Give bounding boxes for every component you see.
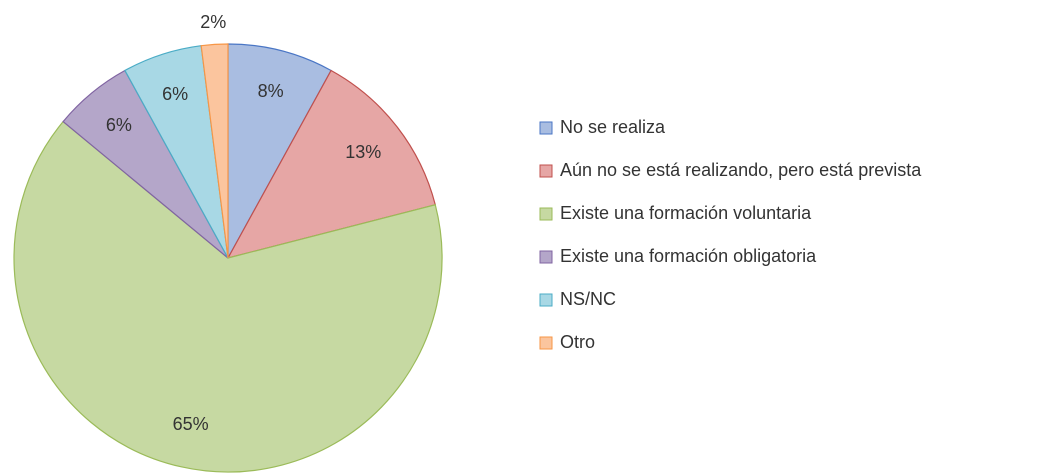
data-label: 65% — [173, 414, 209, 434]
data-label: 6% — [106, 115, 132, 135]
legend-swatch — [539, 207, 553, 221]
legend-swatch — [539, 164, 553, 178]
data-label: 6% — [162, 84, 188, 104]
data-label: 8% — [258, 81, 284, 101]
pie-slice — [200, 43, 229, 259]
pie-slice — [226, 69, 437, 259]
legend-label: Existe una formación obligatoria — [560, 246, 817, 266]
pie-slice — [227, 43, 332, 259]
pie-slice — [13, 120, 443, 473]
legend-label: NS/NC — [560, 289, 616, 309]
legend-swatch — [539, 336, 553, 350]
legend-swatch — [539, 293, 553, 307]
data-label: 2% — [200, 12, 226, 32]
data-label: 13% — [345, 142, 381, 162]
legend-label: Aún no se está realizando, pero está pre… — [560, 160, 922, 180]
legend-swatch — [539, 121, 553, 135]
legend-swatch — [539, 250, 553, 264]
legend-label: Existe una formación voluntaria — [560, 203, 812, 223]
legend-label: No se realiza — [560, 117, 666, 137]
legend-label: Otro — [560, 332, 595, 352]
